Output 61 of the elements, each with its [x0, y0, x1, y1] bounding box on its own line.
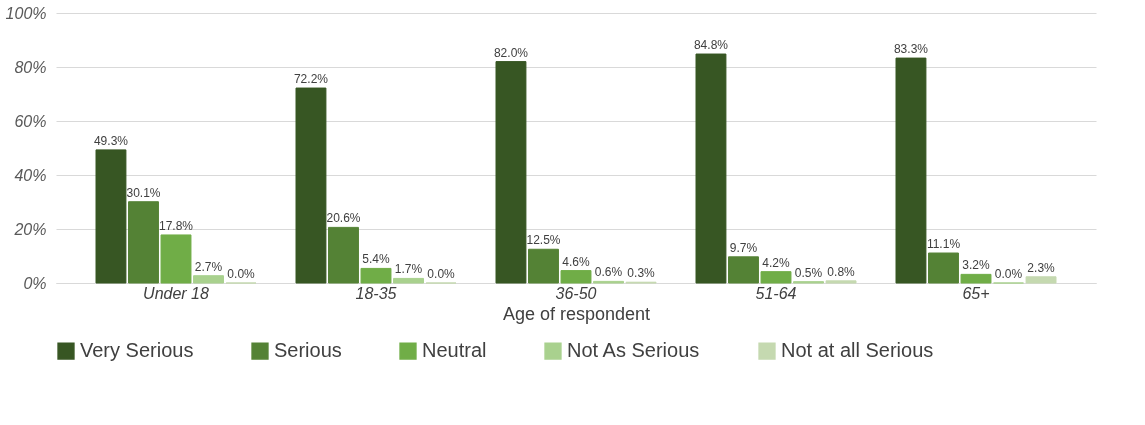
- data-label: 0.3%: [627, 266, 656, 281]
- data-label: 30.1%: [126, 185, 161, 200]
- data-label: 83.3%: [893, 42, 929, 57]
- x-tick-label: Under 18: [143, 284, 210, 302]
- x-tick-label: 36-50: [555, 284, 597, 302]
- data-label: 0.5%: [794, 265, 823, 280]
- data-label: 12.5%: [526, 233, 561, 248]
- bar: [393, 277, 424, 284]
- bar: [760, 271, 792, 284]
- data-label: 84.8%: [693, 38, 729, 53]
- data-label: 3.2%: [962, 258, 990, 273]
- data-label: 72.2%: [293, 72, 329, 87]
- x-tick-label: 51-64: [755, 284, 797, 302]
- data-label: 0.0%: [427, 267, 456, 281]
- y-tick-label: 0%: [23, 274, 47, 292]
- bar: [495, 61, 527, 284]
- data-label: 0.0%: [227, 267, 256, 281]
- data-label: 9.7%: [729, 240, 758, 255]
- y-tick-label: 100%: [5, 4, 47, 22]
- bar: [695, 53, 727, 284]
- data-label: 4.6%: [562, 254, 590, 269]
- bar: [295, 87, 327, 284]
- data-label: 0.0%: [994, 267, 1023, 281]
- bar: [95, 149, 127, 284]
- data-label: 20.6%: [326, 211, 361, 226]
- bar: [960, 273, 992, 284]
- data-label: 0.8%: [827, 264, 856, 279]
- legend-label: Neutral: [422, 339, 487, 362]
- data-label: 49.3%: [93, 133, 129, 148]
- data-label: 0.6%: [594, 265, 623, 280]
- x-tick-label: 65+: [962, 284, 990, 302]
- bar: [528, 248, 559, 284]
- data-label: 4.2%: [762, 255, 790, 270]
- x-tick-label: 18-35: [355, 284, 397, 302]
- y-tick-label: 60%: [14, 112, 47, 130]
- bar: [895, 57, 927, 284]
- y-tick-label: 20%: [13, 220, 47, 238]
- bar: [928, 252, 959, 284]
- bar: [360, 267, 392, 284]
- bar: [193, 275, 224, 284]
- data-label: 5.4%: [362, 252, 390, 267]
- bar: [160, 234, 192, 284]
- legend-label: Serious: [274, 339, 342, 362]
- bar: [128, 201, 159, 284]
- bar: [728, 256, 759, 284]
- legend-label: Not As Serious: [567, 339, 700, 362]
- data-label: 17.8%: [158, 218, 194, 233]
- bar: [560, 270, 592, 284]
- data-label: 2.7%: [194, 259, 223, 274]
- y-tick-label: 40%: [14, 166, 47, 184]
- y-tick-label: 80%: [14, 58, 47, 76]
- x-axis-title: Age of respondent: [502, 303, 651, 324]
- legend-label: Not at all Serious: [781, 339, 934, 362]
- data-label: 82.0%: [493, 45, 529, 60]
- bar: [328, 226, 359, 284]
- bar: [825, 280, 857, 284]
- bar: [1025, 276, 1057, 284]
- legend-label: Very Serious: [80, 339, 194, 362]
- data-label: 11.1%: [926, 237, 961, 252]
- data-label: 2.3%: [1027, 260, 1056, 275]
- data-label: 1.7%: [394, 262, 423, 277]
